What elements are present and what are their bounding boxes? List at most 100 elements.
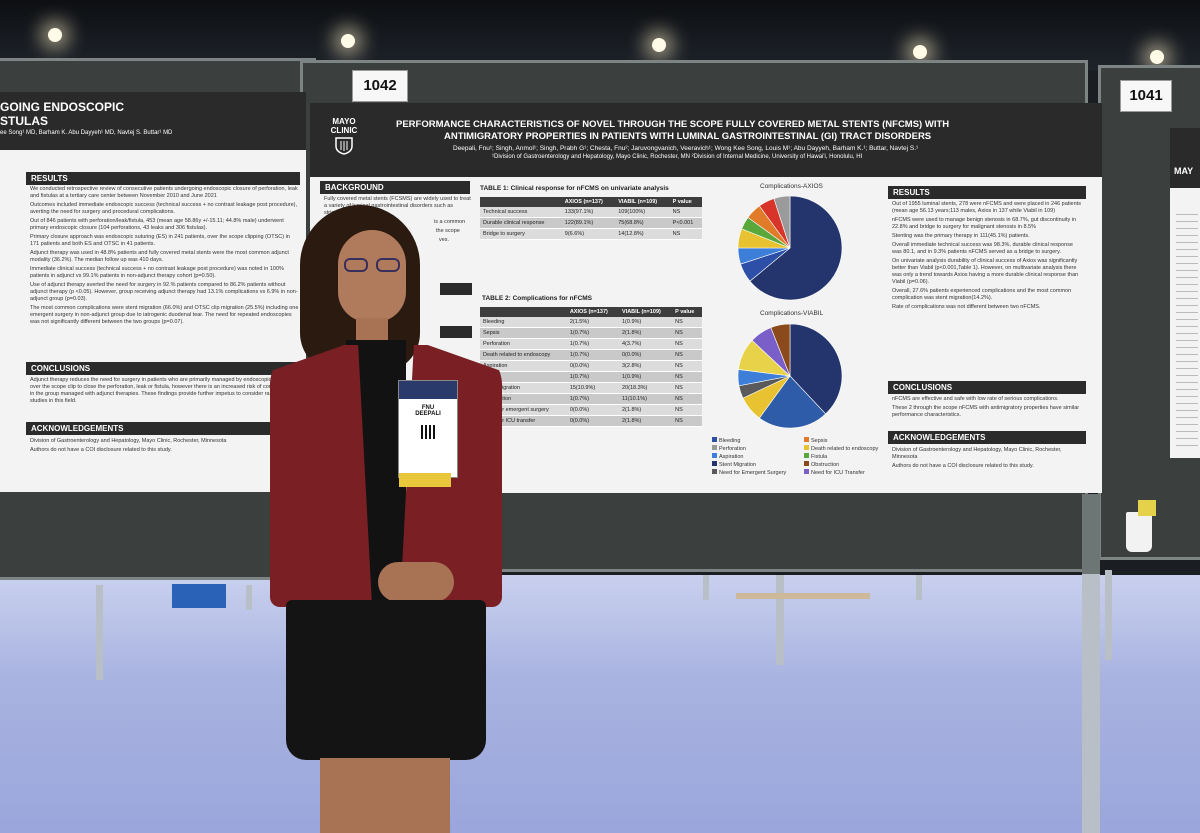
legend-item: Stent Migration xyxy=(712,461,800,469)
left-results-text: We conducted retrospective review of con… xyxy=(30,186,300,354)
legend-grid: Bleeding Sepsis Perforation Death related t… xyxy=(712,437,892,477)
table1-caption: TABLE 1: Clinical response for nFCMS on … xyxy=(480,185,669,192)
main-results-item: Rate of complications was not different … xyxy=(892,304,1041,310)
legend-label: Obstruction xyxy=(811,462,840,468)
left-results-item: Immediate clinical success (technical su… xyxy=(30,266,284,279)
table2-header xyxy=(480,307,567,317)
background-heading: BACKGROUND xyxy=(320,181,470,194)
badge-name-2: DEEPALI xyxy=(415,411,441,417)
main-poster-title-1: PERFORMANCE CHARACTERISTICS OF NOVEL THR… xyxy=(396,119,950,130)
table-cell: Sepsis xyxy=(480,327,567,339)
table-cell: Bridge to surgery xyxy=(480,228,562,240)
right-poster: MAY xyxy=(1170,128,1200,458)
table-cell: 2(1.8%) xyxy=(619,404,673,416)
main-conclusions-item: nFCMS are effective and safe with low ra… xyxy=(892,396,1059,402)
table-cell: Death related to endoscopy xyxy=(480,349,567,361)
table-cell: Aspiration xyxy=(480,360,567,372)
left-ack-item: Division of Gastroenterology and Hepatol… xyxy=(30,438,227,444)
mayo-clinic-logo: MAYO CLINIC xyxy=(324,117,364,160)
legend-item: Need for Emergent Surgery xyxy=(712,469,800,477)
legend-label: Aspiration xyxy=(719,454,744,460)
left-results-item: The most common complications were stent… xyxy=(30,305,299,325)
table-cell: 11(10.1%) xyxy=(619,393,673,405)
table-cell: Need for emergent surgery xyxy=(480,404,567,416)
table-cell: 14(12.8%) xyxy=(615,228,670,240)
blazer xyxy=(270,345,373,607)
legend-swatch xyxy=(712,437,717,442)
table-cell: NS xyxy=(672,393,702,405)
pie1-title: Complications-AXIOS xyxy=(760,183,823,190)
table-cell: P<0.001 xyxy=(669,217,702,229)
pie-axios-slice xyxy=(749,195,843,301)
table-cell: 3(2.8%) xyxy=(619,360,673,372)
table-cell: NS xyxy=(669,207,702,218)
legend-label: Sepsis xyxy=(811,438,828,444)
legend-swatch xyxy=(712,453,717,458)
pie-chart-viabil xyxy=(737,323,843,429)
main-results-item: Overall immediate technical success was … xyxy=(892,242,1073,255)
main-ack-heading: ACKNOWLEDGEMENTS xyxy=(888,431,1086,444)
table-cell: 2(1.8%) xyxy=(619,415,673,427)
table-cell: 0(0.0%) xyxy=(566,404,619,416)
board-leg xyxy=(246,585,252,610)
skirt xyxy=(286,600,486,760)
glasses-icon xyxy=(344,258,404,274)
table2-header: AXIOS (n=137) xyxy=(566,307,619,317)
main-ack-item: Authors do not have a COI disclosure rel… xyxy=(892,463,1034,469)
table-row: Technical success 133(97.1%) 109(100%) N… xyxy=(480,207,702,218)
table-cell: NS xyxy=(672,404,702,416)
left-poster-title-1: GOING ENDOSCOPIC xyxy=(0,100,125,114)
table2-header: VIABIL (n=109) xyxy=(619,307,673,317)
table-cell: NS xyxy=(672,371,702,383)
table-row: Need for ICU transfer 0(0.0%) 2(1.8%) NS xyxy=(480,415,702,427)
ceiling-light xyxy=(341,34,355,48)
legend-swatch xyxy=(804,437,809,442)
base-rail xyxy=(736,593,870,599)
table-cell: 4(3.7%) xyxy=(619,338,673,350)
table-row: Aspiration 0(0.0%) 3(2.8%) NS xyxy=(480,360,702,372)
main-poster-affiliations: ¹Division of Gastroenterology and Hepato… xyxy=(492,154,863,160)
table-row: Bleeding 2(1.5%) 1(0.9%) NS xyxy=(480,317,702,328)
table-cell: NS xyxy=(672,415,702,427)
carpet-floor xyxy=(0,575,1200,833)
left-ack-text: Division of Gastroenterology and Hepatol… xyxy=(30,438,300,456)
table-cell: 20(18.3%) xyxy=(619,382,673,394)
right-poster-logo: MAY xyxy=(1174,166,1194,176)
table-cell: 1(0.7%) xyxy=(566,338,619,350)
legend-item: Death related to endoscopy xyxy=(804,445,892,453)
background-subheading-bar xyxy=(440,326,472,338)
table2-caption: TABLE 2: Complications for nFCMS xyxy=(482,295,593,302)
pie-legend: Bleeding Sepsis Perforation Death related t… xyxy=(712,437,892,477)
ceiling-light xyxy=(48,28,62,42)
table-cell: 1(0.9%) xyxy=(619,317,673,328)
table2-header: P value xyxy=(672,307,702,317)
table-row: Death related to endoscopy 1(0.7%) 0(0.0%)… xyxy=(480,349,702,361)
left-conclusions-text: Adjunct therapy reduces the need for sur… xyxy=(30,377,300,419)
legend-swatch xyxy=(712,461,717,466)
table-row: Sepsis 1(0.7%) 2(1.8%) NS xyxy=(480,327,702,339)
table-cell: 1(0.9%) xyxy=(619,371,673,383)
legend-item: Bleeding xyxy=(712,437,800,445)
legend-label: Perforation xyxy=(719,446,746,452)
logo-line-1: MAYO xyxy=(332,117,356,126)
legend-item: Perforation xyxy=(712,445,800,453)
legend-swatch xyxy=(804,453,809,458)
main-poster-title-2: ANTIMIGRATORY PROPERTIES IN PATIENTS WIT… xyxy=(444,131,932,142)
name-badge: FNU DEEPALI xyxy=(398,380,458,487)
sign-board xyxy=(172,584,226,608)
left-poster-authors: ee Song¹ MD, Barham K. Abu Dayyeh¹ MD, N… xyxy=(0,130,173,136)
pens xyxy=(1138,500,1156,516)
legend-label: Fistula xyxy=(811,454,828,460)
main-results-item: Out of 1955 luminal stents, 278 were nFC… xyxy=(892,201,1081,214)
background-item: is a common xyxy=(434,219,466,225)
table-row: Durable clinical response 122(89.1%) 75(… xyxy=(480,217,702,229)
main-results-item: Overall, 27.6% patients experienced comp… xyxy=(892,288,1072,301)
table-cell: 0(0.0%) xyxy=(566,360,619,372)
table-row: Fistula1(0.7%)1(0.9%)NS xyxy=(480,371,702,383)
ceiling-light xyxy=(1150,50,1164,64)
face xyxy=(338,230,406,322)
table-cell: Technical success xyxy=(480,207,562,218)
table-cell: NS xyxy=(672,327,702,339)
table-cell: NS xyxy=(672,338,702,350)
table-cell: 1(0.7%) xyxy=(566,371,619,383)
